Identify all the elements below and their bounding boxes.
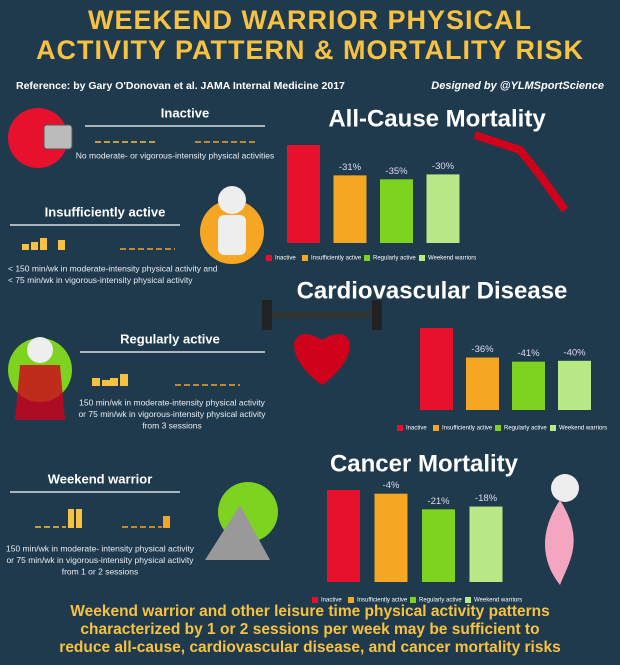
legend-label: Weekend warriors: [474, 598, 522, 604]
value-label: -35%: [385, 166, 408, 177]
profile-title: Weekend warrior: [48, 471, 153, 486]
legend-label: Inactive: [321, 598, 342, 604]
profile-description: < 150 min/wk in moderate-intensity physi…: [8, 263, 218, 273]
pictogram: [76, 509, 82, 528]
legend-swatch: [312, 597, 318, 603]
value-label: -36%: [471, 344, 494, 355]
cape: [15, 365, 65, 420]
arrow: [473, 131, 569, 213]
legend-swatch: [302, 255, 308, 261]
title-line: ACTIVITY PATTERN & MORTALITY RISK: [36, 35, 584, 65]
legend-label: Regularly active: [504, 426, 547, 432]
legend-label: Insufficiently active: [357, 598, 408, 604]
figure-body: [218, 215, 246, 255]
figure-head: [27, 337, 53, 363]
icon-circle: [8, 108, 68, 168]
bar: [380, 179, 413, 243]
profile-description: < 75 min/wk in vigorous-intensity physic…: [8, 275, 193, 285]
legend-swatch: [364, 255, 370, 261]
credit: Designed by @YLMSportScience: [431, 80, 604, 92]
bar: [512, 361, 545, 410]
profile-description: from 3 sessions: [142, 420, 202, 430]
profile-title: Regularly active: [120, 331, 220, 346]
profile-title: Inactive: [161, 105, 209, 120]
reference: Reference: by Gary O'Donovan et al. JAMA…: [16, 80, 345, 92]
footer-line: reduce all-cause, cardiovascular disease…: [59, 639, 560, 656]
profile-description: No moderate- or vigorous-intensity physi…: [76, 150, 274, 160]
pictogram: [163, 516, 170, 528]
legend-label: Inactive: [406, 426, 427, 432]
legend-swatch: [465, 597, 471, 603]
bar: [426, 174, 460, 243]
value-label: -18%: [475, 493, 498, 504]
profile-description: from 1 or 2 sessions: [62, 566, 139, 576]
legend-label: Weekend warriors: [428, 256, 476, 262]
bar: [558, 360, 591, 410]
title-line: WEEKEND WARRIOR PHYSICAL: [88, 5, 532, 35]
legend-label: Regularly active: [373, 256, 416, 262]
bar: [374, 493, 408, 582]
barbell: [262, 312, 382, 318]
value-label: -41%: [517, 348, 540, 359]
legend-label: Insufficiently active: [311, 256, 362, 262]
ribbon: [545, 500, 574, 585]
profile-description: 150 min/wk in moderate-intensity physica…: [79, 397, 265, 407]
value-label: -30%: [432, 161, 455, 172]
value-label: -21%: [427, 496, 450, 507]
legend-label: Regularly active: [419, 598, 462, 604]
figure-head: [218, 186, 246, 214]
profile-description: or 75 min/wk in vigorous-intensity physi…: [78, 409, 266, 419]
profile-description: 150 min/wk in moderate- intensity physic…: [6, 543, 195, 553]
pictogram: [68, 509, 74, 528]
bar: [287, 145, 320, 243]
chart-title: All-Cause Mortality: [328, 105, 546, 132]
pictogram: [22, 238, 65, 250]
value-label: -4%: [383, 480, 400, 491]
bar: [420, 328, 453, 410]
heart: [294, 334, 350, 385]
figure-head: [551, 474, 579, 502]
bar: [422, 509, 455, 582]
footer-line: characterized by 1 or 2 sessions per wee…: [80, 621, 539, 638]
value-label: -31%: [339, 162, 362, 173]
legend-swatch: [433, 425, 439, 431]
value-label: -40%: [563, 347, 586, 358]
barbell: [262, 300, 272, 330]
bar: [333, 175, 367, 243]
bar: [327, 490, 360, 582]
legend-label: Weekend warriors: [559, 426, 607, 432]
legend-swatch: [266, 255, 272, 261]
barbell: [372, 300, 382, 330]
chart-title: Cardiovascular Disease: [297, 277, 568, 304]
legend-label: Inactive: [275, 256, 296, 262]
legend-swatch: [550, 425, 556, 431]
bar: [466, 357, 499, 410]
bar: [469, 506, 503, 582]
profile-title: Insufficiently active: [45, 204, 166, 219]
pictogram: [92, 374, 128, 386]
legend-swatch: [348, 597, 354, 603]
legend-label: Insufficiently active: [442, 426, 493, 432]
legend-swatch: [397, 425, 403, 431]
footer-line: Weekend warrior and other leisure time p…: [70, 603, 550, 620]
legend-swatch: [419, 255, 425, 261]
rock: [205, 505, 270, 560]
tv-icon: [43, 124, 73, 150]
chart-title: Cancer Mortality: [330, 450, 519, 477]
legend-swatch: [410, 597, 416, 603]
legend-swatch: [495, 425, 501, 431]
profile-description: or 75 min/wk in vigorous-intensity physi…: [6, 555, 194, 565]
